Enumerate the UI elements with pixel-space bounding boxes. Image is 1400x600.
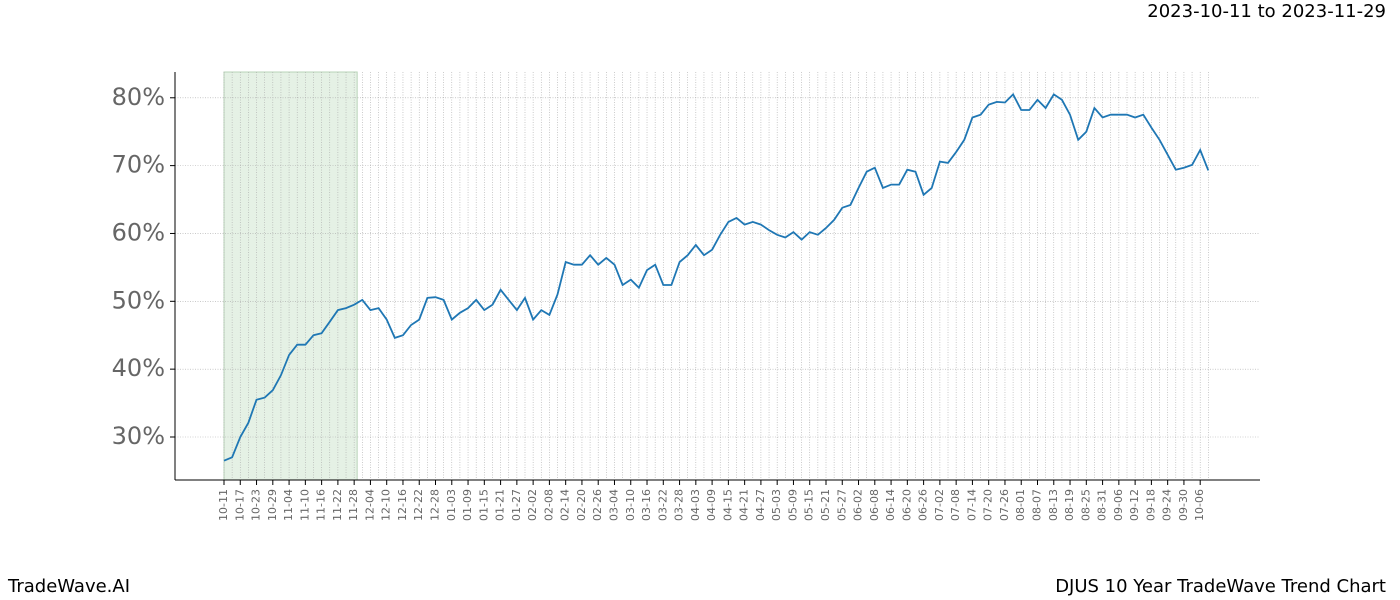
x-tick-label: 04-21 <box>738 489 751 521</box>
y-tick-label: 30% <box>112 422 165 450</box>
x-tick-label: 09-06 <box>1112 489 1125 521</box>
x-tick-label: 03-04 <box>607 489 620 521</box>
y-tick-label: 80% <box>112 83 165 111</box>
x-tick-label: 01-27 <box>510 489 523 521</box>
x-tick-label: 08-25 <box>1079 489 1092 521</box>
x-tick-label: 08-07 <box>1031 489 1044 521</box>
x-tick-label: 04-03 <box>689 489 702 521</box>
x-tick-label: 05-09 <box>786 489 799 521</box>
x-tick-label: 07-02 <box>933 489 946 521</box>
x-tick-label: 09-30 <box>1177 489 1190 521</box>
x-tick-label: 06-20 <box>900 489 913 521</box>
footer-right: DJUS 10 Year TradeWave Trend Chart <box>1055 576 1386 597</box>
x-tick-label: 08-01 <box>1014 489 1027 521</box>
x-tick-label: 11-28 <box>347 489 360 521</box>
x-tick-label: 05-15 <box>803 489 816 521</box>
x-tick-label: 02-14 <box>559 489 572 521</box>
highlight-span <box>223 71 358 481</box>
x-tick-label: 07-14 <box>965 489 978 521</box>
x-tick-label: 01-03 <box>445 489 458 521</box>
x-tick-label: 06-08 <box>868 489 881 521</box>
x-tick-label: 02-02 <box>526 489 539 521</box>
x-tick-label: 09-12 <box>1128 489 1141 521</box>
x-tick-label: 02-26 <box>591 489 604 521</box>
x-tick-label: 10-11 <box>217 489 230 521</box>
footer-left: TradeWave.AI <box>7 576 130 597</box>
line-series <box>223 92 1210 462</box>
x-tick-label: 12-04 <box>363 489 376 521</box>
x-tick-label: 12-22 <box>412 489 425 521</box>
x-tick-label: 06-14 <box>884 489 897 521</box>
x-tick-label: 08-13 <box>1047 489 1060 521</box>
x-tick-label: 07-26 <box>998 489 1011 521</box>
x-tick-label: 02-08 <box>542 489 555 521</box>
x-tick-label: 03-28 <box>673 489 686 521</box>
x-tick-label: 05-27 <box>835 489 848 521</box>
y-tick-label: 40% <box>112 354 165 382</box>
x-tick-label: 04-15 <box>721 489 734 521</box>
x-tick-label: 12-16 <box>396 489 409 521</box>
y-tick-label: 60% <box>112 218 165 246</box>
x-tick-label: 10-06 <box>1193 489 1206 521</box>
x-tick-label: 03-16 <box>640 489 653 521</box>
x-tick-label: 02-20 <box>575 489 588 521</box>
x-tick-label: 05-21 <box>819 489 832 521</box>
x-tick-label: 04-09 <box>705 489 718 521</box>
x-tick-label: 05-03 <box>770 489 783 521</box>
y-tick-label: 70% <box>112 151 165 179</box>
x-tick-label: 11-10 <box>298 489 311 521</box>
x-tick-label: 09-18 <box>1144 489 1157 521</box>
x-tick-label: 10-23 <box>250 489 263 521</box>
x-tick-label: 08-31 <box>1096 489 1109 521</box>
x-tick-label: 04-27 <box>754 489 767 521</box>
x-tick-label: 12-10 <box>380 489 393 521</box>
x-tick-label: 01-15 <box>477 489 490 521</box>
x-tick-label: 11-04 <box>282 489 295 521</box>
x-tick-label: 11-22 <box>331 489 344 521</box>
x-tick-label: 10-29 <box>266 489 279 521</box>
x-tick-label: 03-10 <box>624 489 637 521</box>
x-tick-label: 09-24 <box>1161 489 1174 521</box>
x-tick-label: 03-22 <box>656 489 669 521</box>
x-tick-label: 08-19 <box>1063 489 1076 521</box>
x-tick-label: 01-21 <box>494 489 507 521</box>
x-tick-label: 07-20 <box>982 489 995 521</box>
x-tick-label: 11-16 <box>315 489 328 521</box>
x-tick-label: 12-28 <box>429 489 442 521</box>
chart-title: 2023-10-11 to 2023-11-29 <box>1147 1 1386 22</box>
x-tick-label: 06-26 <box>917 489 930 521</box>
x-tick-label: 06-02 <box>852 489 865 521</box>
x-tick-label: 10-17 <box>233 489 246 521</box>
y-tick-label: 50% <box>112 286 165 314</box>
x-tick-label: 01-09 <box>461 489 474 521</box>
x-tick-label: 07-08 <box>949 489 962 521</box>
